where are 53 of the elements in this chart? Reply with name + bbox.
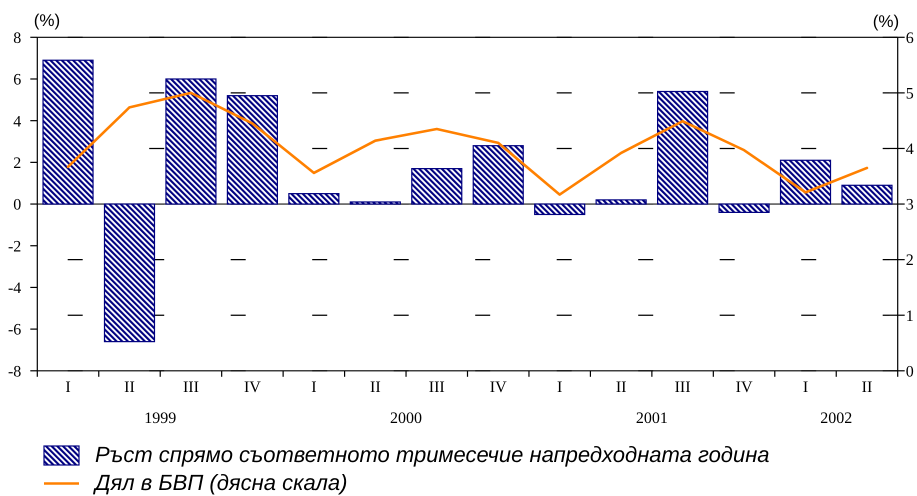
y-tick-label: -4: [8, 280, 22, 298]
x-tick-label: III: [182, 378, 199, 396]
y2-tick-label: 4: [906, 141, 914, 158]
y-tick-label: 8: [13, 30, 22, 47]
y-tick-label: -8: [8, 363, 22, 380]
x-tick-label: II: [616, 378, 626, 396]
x-tick-label: IV: [244, 378, 262, 396]
y2-axis-title: (%): [872, 12, 900, 31]
y2-tick-label: 0: [906, 363, 914, 380]
y-tick-label: -2: [8, 238, 22, 256]
y-tick-label: 2: [13, 154, 22, 172]
x-tick-label: II: [370, 378, 381, 396]
y-tick-label: 0: [13, 196, 22, 214]
text: 2002: [820, 410, 852, 427]
line-series: [66, 92, 868, 196]
bar: [411, 168, 462, 205]
bar: [718, 203, 770, 213]
x-tick-label: IV: [490, 378, 508, 396]
legend-label: Ръст спрямо съответното тримесечие напредходната година: [95, 442, 770, 467]
x-tick-label: III: [674, 378, 691, 396]
bar: [472, 145, 524, 205]
y2-tick-label: 1: [906, 308, 914, 325]
y2-tick-label: 3: [906, 196, 914, 214]
y-tick-label: -6: [8, 322, 22, 339]
bar: [104, 203, 156, 342]
bar: [841, 184, 893, 205]
bar: [350, 201, 401, 205]
bar: [165, 78, 217, 205]
bar: [42, 60, 94, 205]
x-tick-label: I: [311, 378, 317, 396]
bar: [596, 199, 647, 205]
x-tick-label: I: [802, 378, 808, 396]
x-tick-label: II: [124, 378, 135, 396]
bar: [288, 193, 340, 205]
text: 2001: [636, 410, 668, 427]
text: 1999: [144, 410, 176, 427]
bar: [657, 90, 708, 205]
y2-tick-label: 5: [906, 85, 914, 102]
text: 2000: [390, 410, 422, 427]
y-axis-title: (%): [34, 11, 60, 30]
y2-tick-label: 2: [906, 252, 914, 270]
y2-tick-label: 6: [906, 30, 914, 47]
x-tick-label: III: [428, 378, 445, 396]
y-tick-label: 4: [13, 113, 22, 130]
bar: [226, 95, 278, 205]
y-tick-label: 6: [13, 72, 22, 89]
bar: [780, 160, 832, 205]
x-tick-label: II: [862, 378, 872, 396]
legend-label: Дял в БВП (дясна скала): [92, 470, 348, 495]
x-tick-label: IV: [736, 378, 753, 396]
x-tick-label: I: [65, 378, 71, 396]
x-tick-label: I: [557, 378, 562, 396]
bar: [534, 203, 586, 216]
